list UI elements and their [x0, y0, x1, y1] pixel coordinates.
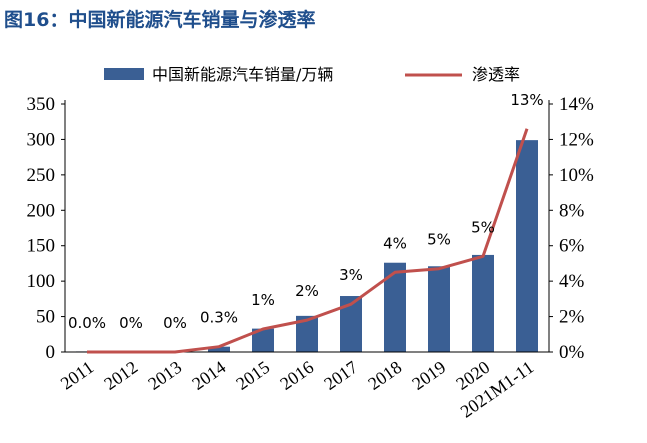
data-label: 13%	[510, 91, 543, 109]
x-tick-label: 2019	[408, 357, 449, 394]
right-tick-label: 6%	[559, 236, 585, 257]
x-tick-label: 2012	[100, 357, 141, 394]
right-tick-label: 0%	[559, 342, 585, 363]
x-tick-label: 2014	[188, 357, 229, 394]
data-label: 0.0%	[68, 314, 106, 332]
legend-label-sales: 中国新能源汽车销量/万辆	[152, 65, 333, 84]
x-tick-label: 2016	[276, 357, 317, 394]
right-tick-label: 12%	[559, 129, 594, 150]
bar	[208, 346, 230, 352]
bar	[340, 296, 362, 352]
bar	[516, 140, 538, 352]
right-axis-ticks: 0% 2% 4% 6% 8% 10% 12% 14%	[549, 94, 594, 363]
left-axis-ticks: 0 50 100 150 200 250 300 350	[27, 94, 65, 363]
bar	[472, 254, 494, 352]
right-tick-label: 8%	[559, 200, 585, 221]
bar	[252, 328, 274, 352]
data-labels: 0.0% 0% 0% 0.3% 1% 2% 3% 4% 5% 5% 13%	[68, 91, 544, 332]
x-tick-label: 2011	[57, 357, 97, 394]
data-label: 2%	[295, 282, 319, 300]
left-tick-label: 100	[27, 271, 56, 292]
data-label: 3%	[339, 266, 363, 284]
penetration-line	[87, 128, 529, 354]
right-tick-label: 4%	[559, 271, 585, 292]
data-label: 0%	[119, 314, 143, 332]
x-tick-label: 2018	[364, 357, 405, 394]
left-tick-label: 250	[27, 165, 56, 186]
x-axis-ticks: 2011 2012 2013 2014 2015 2016 2017 2018 2019 2020…	[57, 357, 537, 422]
x-tick-label: 2017	[320, 357, 361, 394]
data-label: 5%	[471, 218, 495, 236]
left-tick-label: 350	[27, 94, 56, 115]
legend: 中国新能源汽车销量/万辆 渗透率	[104, 65, 520, 84]
bar-series	[76, 140, 538, 352]
right-tick-label: 2%	[559, 307, 585, 328]
line-series	[87, 128, 529, 354]
left-tick-label: 150	[27, 236, 56, 257]
right-tick-label: 10%	[559, 165, 594, 186]
bar	[384, 262, 406, 352]
x-tick-label: 2013	[144, 357, 185, 394]
legend-swatch-sales	[104, 68, 144, 80]
data-label: 0.3%	[200, 309, 238, 327]
left-tick-label: 0	[46, 342, 56, 363]
left-tick-label: 200	[27, 200, 56, 221]
bar	[428, 266, 450, 352]
data-label: 0%	[163, 314, 187, 332]
data-label: 1%	[251, 291, 275, 309]
figure-title: 图16：中国新能源汽车销量与渗透率	[4, 9, 316, 31]
data-label: 4%	[383, 234, 407, 252]
right-tick-label: 14%	[559, 94, 594, 115]
x-tick-label: 2015	[232, 357, 273, 394]
legend-label-penetration: 渗透率	[472, 65, 520, 84]
left-tick-label: 300	[27, 129, 56, 150]
bar	[296, 315, 318, 352]
left-tick-label: 50	[36, 307, 55, 328]
data-label: 5%	[427, 231, 451, 249]
